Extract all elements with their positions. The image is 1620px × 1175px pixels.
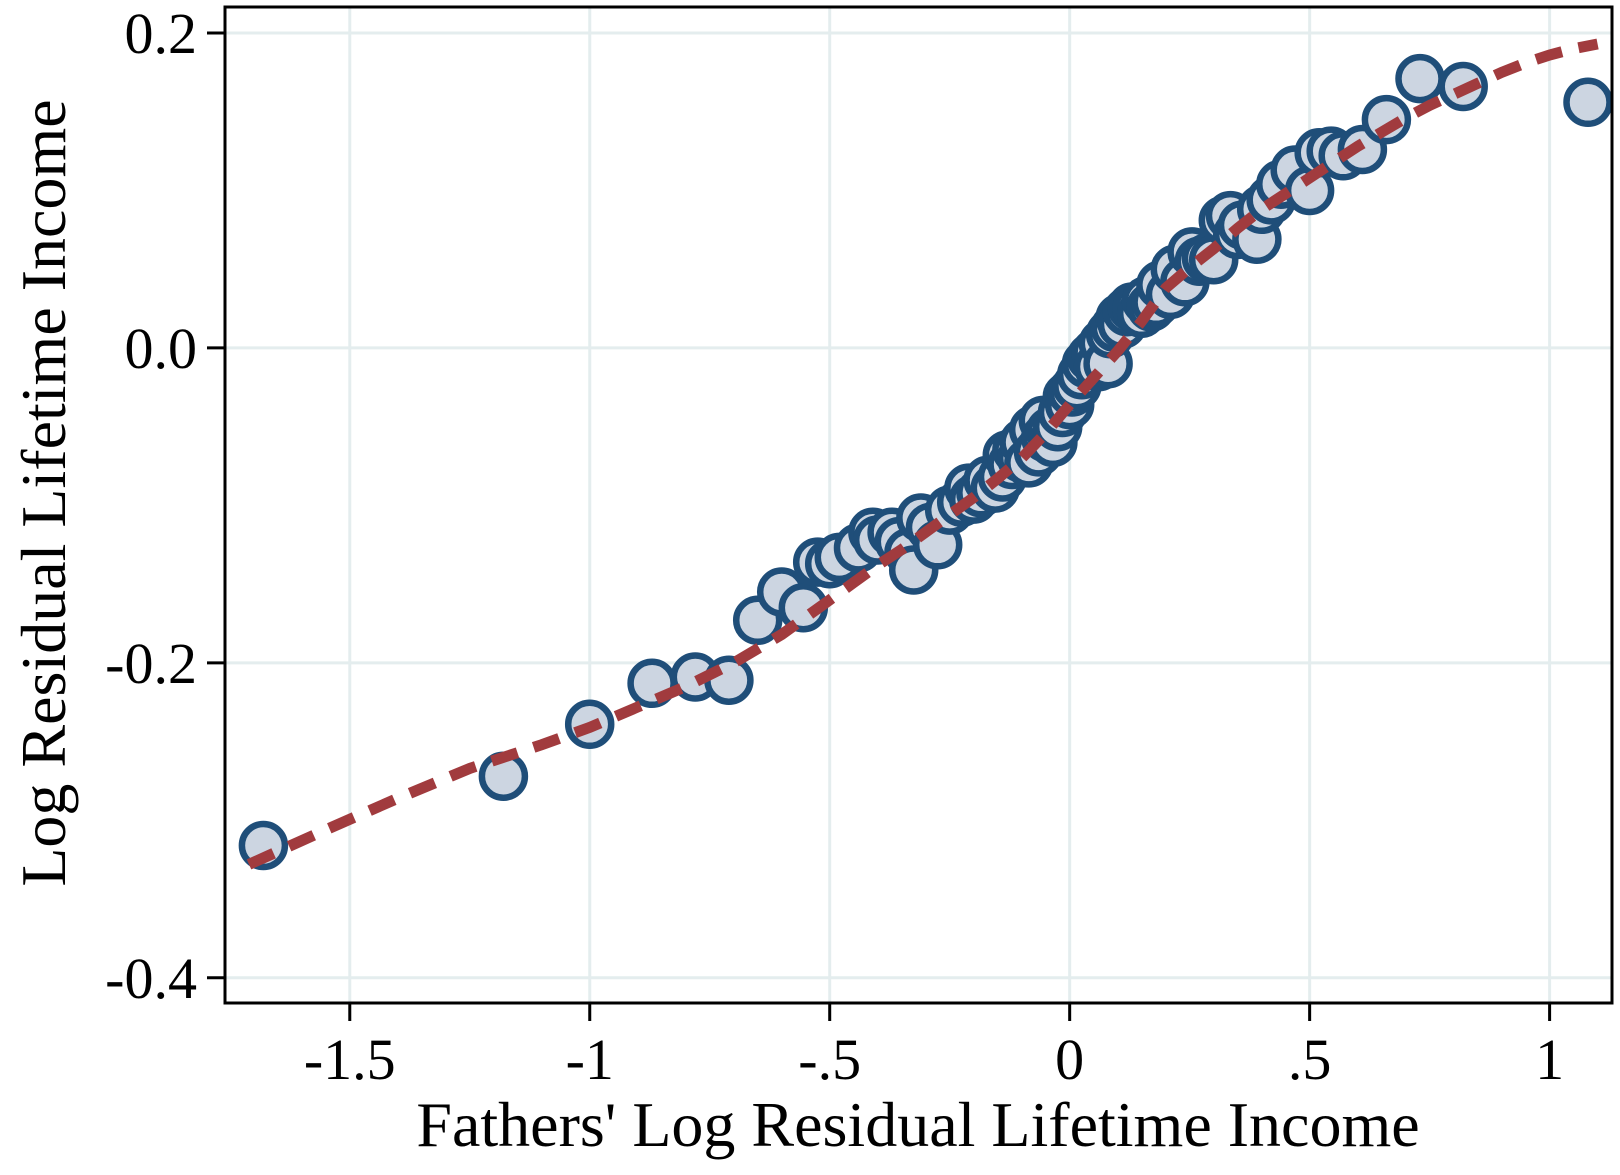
x-tick-label: .5 — [1288, 1027, 1332, 1092]
scatter-point — [1395, 53, 1445, 104]
x-tick-label: -1 — [566, 1027, 614, 1092]
scatter-point — [1563, 77, 1613, 128]
y-axis-title: Log Residual Lifetime Income — [8, 99, 79, 887]
fit-line — [246, 38, 1599, 870]
y-tick-label: 0.2 — [125, 1, 198, 66]
x-tick-label: -1.5 — [304, 1027, 396, 1092]
x-tick-label: 0 — [1055, 1027, 1084, 1092]
x-tick-label: -.5 — [798, 1027, 861, 1092]
y-tick-label: 0.0 — [125, 316, 198, 381]
scatter-point — [704, 655, 754, 705]
y-tick-label: -0.2 — [105, 631, 197, 696]
y-tick-label: -0.4 — [105, 946, 197, 1011]
x-axis-title: Fathers' Log Residual Lifetime Income — [416, 1089, 1420, 1160]
plot-border — [223, 5, 1614, 1005]
x-tick-label: 1 — [1535, 1027, 1564, 1092]
